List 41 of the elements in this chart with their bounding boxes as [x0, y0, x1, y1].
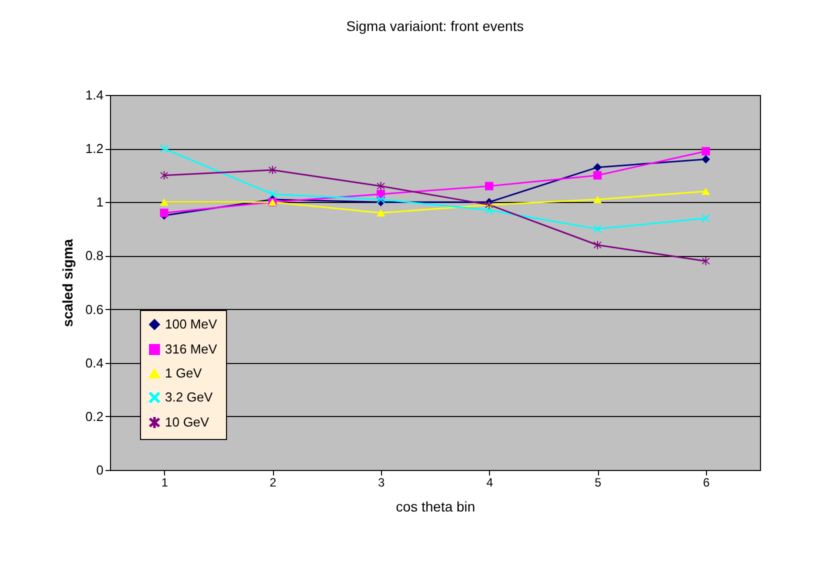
point: [702, 155, 710, 164]
chart-title: Sigma variaiont: front events: [346, 18, 524, 34]
legend-label: 1 GeV: [165, 366, 202, 380]
x-axis-title: cos theta bin: [396, 498, 476, 514]
point: [594, 240, 602, 250]
y-tick-label: 0.8: [85, 248, 104, 264]
point: [376, 182, 385, 190]
x-tick-label: 6: [702, 476, 710, 490]
point: [160, 171, 168, 180]
point: [268, 166, 276, 174]
point: [160, 144, 168, 153]
x-tick-label: 3: [378, 476, 385, 490]
legend-label: 3.2 GeV: [165, 390, 214, 404]
point: [376, 195, 386, 204]
y-tick-label: 1: [96, 194, 104, 210]
y-tick-label: 0: [96, 462, 104, 478]
x-tick-label: 5: [594, 476, 602, 490]
y-tick-label: 0.6: [85, 302, 104, 317]
point: [702, 188, 710, 196]
point: [484, 182, 494, 190]
point: [160, 198, 168, 206]
legend-label: 316 MeV: [165, 342, 218, 356]
point: [702, 147, 710, 156]
y-tick-label: 0.2: [85, 408, 104, 424]
x-tick-label: 2: [270, 476, 277, 490]
point: [593, 224, 602, 234]
point: [268, 190, 277, 198]
point: [376, 209, 386, 216]
point: [593, 163, 602, 172]
point: [160, 208, 168, 218]
point: [593, 196, 602, 204]
y-tick-label: 0.4: [85, 355, 104, 370]
y-tick-label: 1.2: [85, 141, 104, 156]
y-tick-label: 1.4: [85, 88, 104, 102]
point: [593, 171, 602, 180]
legend-label: 10 GeV: [165, 414, 210, 430]
y-axis-title: scaled sigma: [59, 238, 76, 327]
x-tick-label: 4: [486, 476, 494, 490]
point: [702, 256, 710, 266]
legend-label: 100 MeV: [165, 316, 218, 332]
x-tick-label: 1: [161, 476, 168, 490]
